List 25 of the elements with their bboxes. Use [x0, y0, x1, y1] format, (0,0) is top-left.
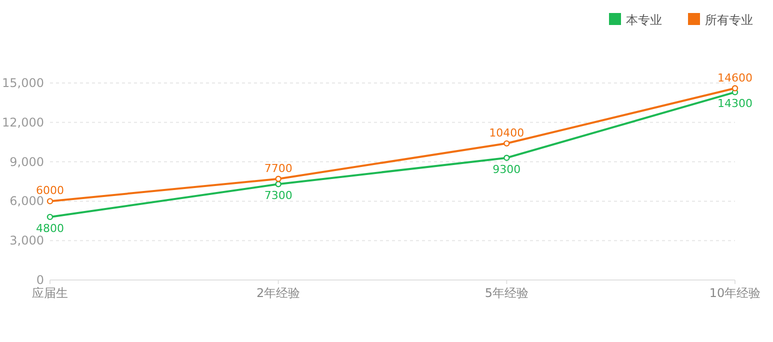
point: [504, 140, 510, 147]
x-tick-label: 应届生: [32, 286, 68, 300]
legend-label: 本专业: [626, 13, 662, 27]
legend-label: 所有专业: [705, 13, 753, 27]
y-tick-label: 12,000: [2, 115, 44, 130]
data-label: 14600: [718, 71, 752, 84]
point: [46, 198, 54, 204]
data-label: 14300: [718, 97, 752, 110]
data-label: 10400: [489, 126, 524, 140]
data-label: 7700: [264, 162, 292, 175]
x-tick-label: 5年经验: [484, 286, 528, 300]
y-tick-label: 15,000: [2, 76, 44, 90]
data-label: 4800: [36, 222, 64, 235]
x-tick-label: 2年经验: [256, 286, 300, 300]
point: [504, 154, 510, 161]
point: [275, 176, 282, 182]
y-tick-label: 3,000: [10, 234, 44, 248]
data-label: 7300: [264, 189, 292, 202]
point: [46, 214, 54, 220]
y-tick-label: 9,000: [10, 154, 44, 169]
data-label: 9300: [492, 162, 521, 176]
point: [275, 181, 282, 188]
point: [732, 85, 738, 92]
y-tick-label: 0: [36, 273, 44, 287]
x-tick-label: 10年经验: [709, 286, 761, 300]
